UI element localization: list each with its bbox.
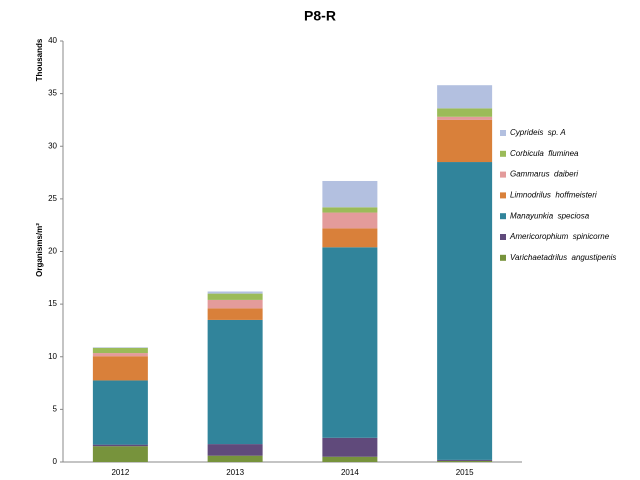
bar-segment <box>92 347 148 354</box>
bar-segment <box>92 446 148 462</box>
bar-segment <box>437 108 493 117</box>
bar-segment <box>92 353 148 357</box>
legend-swatch <box>500 192 506 199</box>
legend-swatch <box>500 130 506 136</box>
y-tick-label: 20 <box>48 247 57 256</box>
legend-label: Corbicula fluminea <box>510 149 579 158</box>
bar-segment <box>92 347 148 348</box>
y-axis-label: Organisms/m² <box>35 223 44 277</box>
bar-segment <box>322 437 378 457</box>
bar-segment <box>437 162 493 460</box>
bar-segment <box>207 293 263 300</box>
y-axis-unit: Thousands <box>35 38 44 81</box>
legend-swatch <box>500 213 506 220</box>
x-tick-label: 2014 <box>341 468 359 477</box>
y-tick-label: 35 <box>48 89 57 98</box>
legend-label: Varichaetadrilus angustipenis <box>510 253 616 262</box>
legend-label: Cyprideis sp. A <box>510 128 566 137</box>
bar-segment <box>437 460 493 462</box>
bar-segment <box>207 291 263 294</box>
legend-swatch <box>500 150 506 157</box>
x-tick-label: 2012 <box>111 468 129 477</box>
bar-segment <box>322 247 378 438</box>
bar-segment <box>437 119 493 163</box>
legend-label: Gammarus daiberi <box>510 170 578 179</box>
legend-label: Manayunkia speciosa <box>510 211 590 220</box>
legend-swatch <box>500 254 506 261</box>
bar-segment <box>322 212 378 229</box>
y-tick-label: 5 <box>53 404 58 413</box>
bar-segment <box>322 180 378 208</box>
bar-segment <box>207 455 263 462</box>
bar-segment <box>207 308 263 320</box>
legend-label: Limnodrilus hoffmeisteri <box>510 191 597 200</box>
y-tick-label: 15 <box>48 299 57 308</box>
y-tick-label: 25 <box>48 194 57 203</box>
bar-segment <box>207 319 263 445</box>
y-tick-label: 0 <box>53 457 58 466</box>
bar-segment <box>322 228 378 248</box>
bar-segment <box>92 444 148 447</box>
chart-title: P8-R <box>304 8 336 24</box>
bar-segment <box>92 356 148 381</box>
bar-segment <box>437 116 493 120</box>
bar-segment <box>322 456 378 462</box>
bar-segment <box>437 459 493 461</box>
legend-swatch <box>500 234 506 240</box>
bar-segment <box>322 207 378 213</box>
bar-segment <box>92 380 148 445</box>
legend-swatch <box>500 171 506 178</box>
bar-segment <box>207 444 263 456</box>
bar-segment <box>207 299 263 309</box>
x-tick-label: 2013 <box>226 468 244 477</box>
y-tick-label: 40 <box>48 36 57 45</box>
legend-label: Americorophium spinicorne <box>509 232 610 241</box>
y-tick-label: 10 <box>48 352 57 361</box>
x-tick-label: 2015 <box>456 468 474 477</box>
bar-segment <box>437 85 493 109</box>
y-tick-label: 30 <box>48 141 57 150</box>
